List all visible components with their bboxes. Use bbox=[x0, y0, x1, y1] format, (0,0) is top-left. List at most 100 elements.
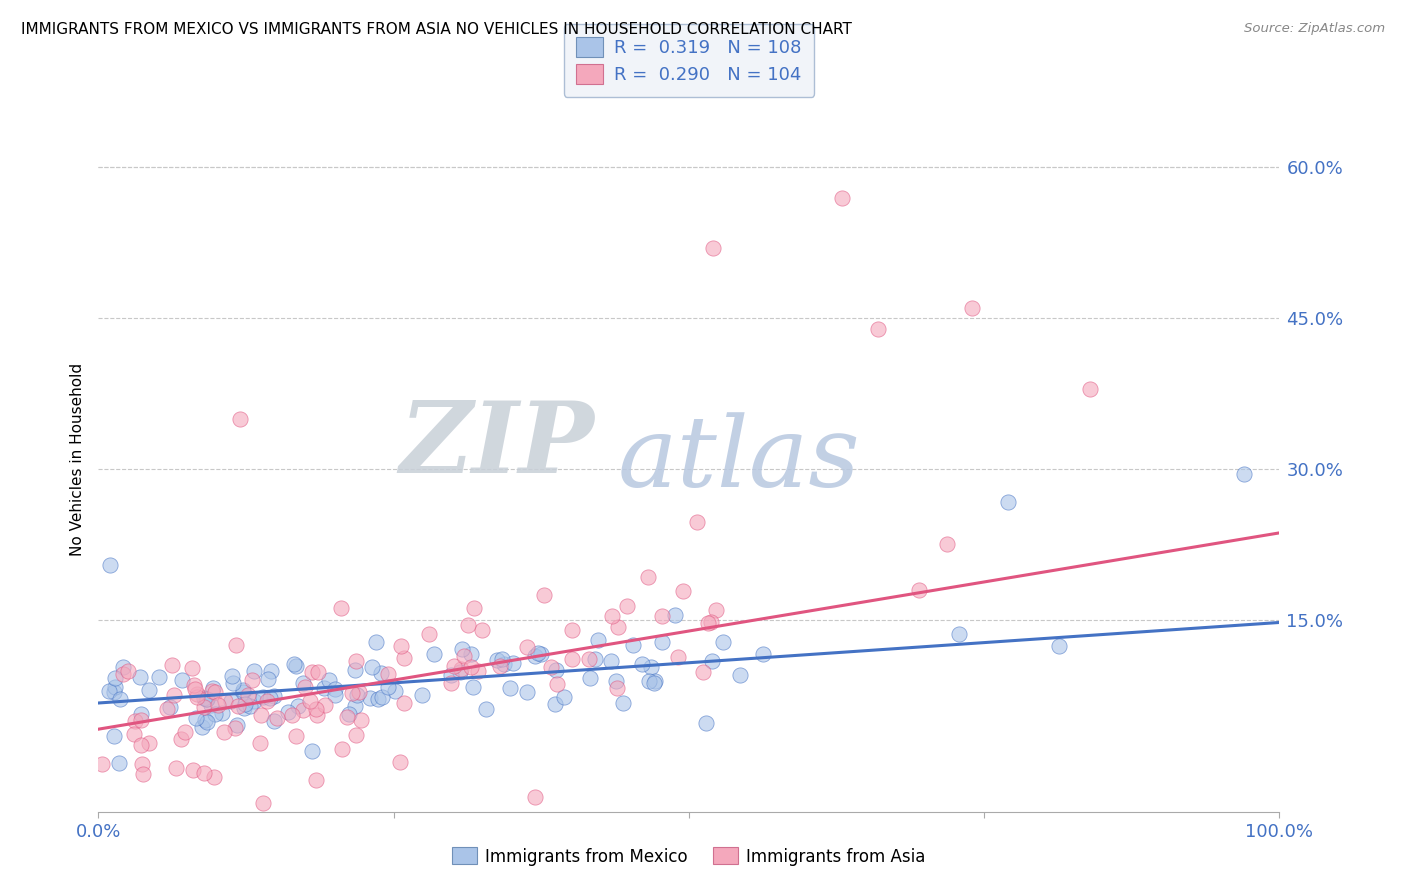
Point bbox=[294, 680, 316, 694]
Point bbox=[124, 727, 146, 741]
Point bbox=[695, 716, 717, 731]
Point bbox=[129, 713, 152, 727]
Point bbox=[193, 699, 215, 714]
Point bbox=[193, 691, 215, 706]
Point bbox=[104, 680, 127, 694]
Point bbox=[612, 696, 634, 710]
Point bbox=[301, 744, 323, 758]
Point bbox=[186, 687, 208, 701]
Point bbox=[948, 626, 970, 640]
Point bbox=[606, 681, 628, 696]
Point bbox=[148, 670, 170, 684]
Point bbox=[194, 714, 217, 728]
Point bbox=[692, 665, 714, 680]
Point bbox=[221, 676, 243, 690]
Point bbox=[644, 673, 666, 688]
Point bbox=[98, 683, 121, 698]
Point bbox=[443, 659, 465, 673]
Point bbox=[214, 725, 236, 739]
Point bbox=[392, 651, 415, 665]
Point bbox=[240, 673, 263, 688]
Point bbox=[637, 570, 659, 584]
Point bbox=[112, 667, 135, 681]
Point bbox=[423, 647, 446, 661]
Point bbox=[418, 627, 440, 641]
Point bbox=[132, 767, 155, 781]
Point bbox=[305, 702, 328, 716]
Point bbox=[91, 756, 114, 771]
Point bbox=[186, 690, 208, 705]
Point bbox=[439, 676, 461, 690]
Point bbox=[138, 736, 160, 750]
Point bbox=[183, 678, 205, 692]
Point bbox=[831, 191, 853, 205]
Point bbox=[616, 599, 638, 613]
Point bbox=[546, 677, 568, 691]
Point bbox=[643, 676, 665, 690]
Point bbox=[336, 710, 359, 724]
Point bbox=[1047, 639, 1070, 653]
Point bbox=[129, 670, 152, 684]
Point bbox=[298, 694, 321, 708]
Point bbox=[184, 682, 207, 697]
Point bbox=[384, 683, 406, 698]
Point bbox=[492, 657, 515, 671]
Point bbox=[323, 688, 346, 702]
Point bbox=[195, 691, 218, 706]
Point bbox=[195, 691, 218, 706]
Point bbox=[172, 673, 194, 688]
Point bbox=[578, 671, 600, 685]
Point bbox=[193, 766, 215, 780]
Point bbox=[638, 674, 661, 689]
Point bbox=[711, 635, 734, 649]
Point bbox=[98, 558, 121, 573]
Point bbox=[359, 691, 381, 706]
Point bbox=[544, 663, 567, 677]
Point bbox=[364, 635, 387, 649]
Point bbox=[343, 664, 366, 678]
Point bbox=[467, 664, 489, 678]
Point bbox=[181, 763, 204, 777]
Point bbox=[284, 658, 307, 673]
Point bbox=[292, 676, 315, 690]
Point bbox=[600, 608, 623, 623]
Point bbox=[370, 665, 392, 680]
Point bbox=[225, 639, 247, 653]
Point bbox=[704, 603, 727, 617]
Point bbox=[204, 685, 226, 699]
Point bbox=[586, 632, 609, 647]
Point bbox=[232, 685, 254, 699]
Text: IMMIGRANTS FROM MEXICO VS IMMIGRANTS FROM ASIA NO VEHICLES IN HOUSEHOLD CORRELAT: IMMIGRANTS FROM MEXICO VS IMMIGRANTS FRO… bbox=[21, 22, 852, 37]
Point bbox=[450, 641, 472, 656]
Point bbox=[449, 665, 471, 679]
Point bbox=[553, 690, 575, 705]
Point bbox=[411, 688, 433, 702]
Point bbox=[631, 657, 654, 671]
Point bbox=[280, 708, 302, 723]
Point bbox=[232, 700, 254, 714]
Point bbox=[349, 685, 371, 699]
Point bbox=[202, 681, 225, 696]
Point bbox=[340, 686, 363, 700]
Point bbox=[117, 665, 139, 679]
Point bbox=[346, 728, 368, 742]
Point bbox=[263, 690, 285, 704]
Point bbox=[104, 671, 127, 685]
Point bbox=[666, 650, 689, 665]
Point bbox=[174, 724, 197, 739]
Point bbox=[621, 638, 644, 652]
Point bbox=[377, 667, 399, 681]
Point bbox=[583, 652, 606, 666]
Y-axis label: No Vehicles in Household: No Vehicles in Household bbox=[69, 363, 84, 556]
Point bbox=[502, 656, 524, 670]
Point bbox=[696, 616, 718, 631]
Point bbox=[962, 301, 984, 316]
Point bbox=[488, 659, 510, 673]
Text: Source: ZipAtlas.com: Source: ZipAtlas.com bbox=[1244, 22, 1385, 36]
Point bbox=[543, 697, 565, 711]
Point bbox=[730, 668, 752, 682]
Point bbox=[239, 698, 262, 713]
Point bbox=[561, 652, 583, 666]
Point bbox=[110, 691, 132, 706]
Point bbox=[190, 720, 212, 734]
